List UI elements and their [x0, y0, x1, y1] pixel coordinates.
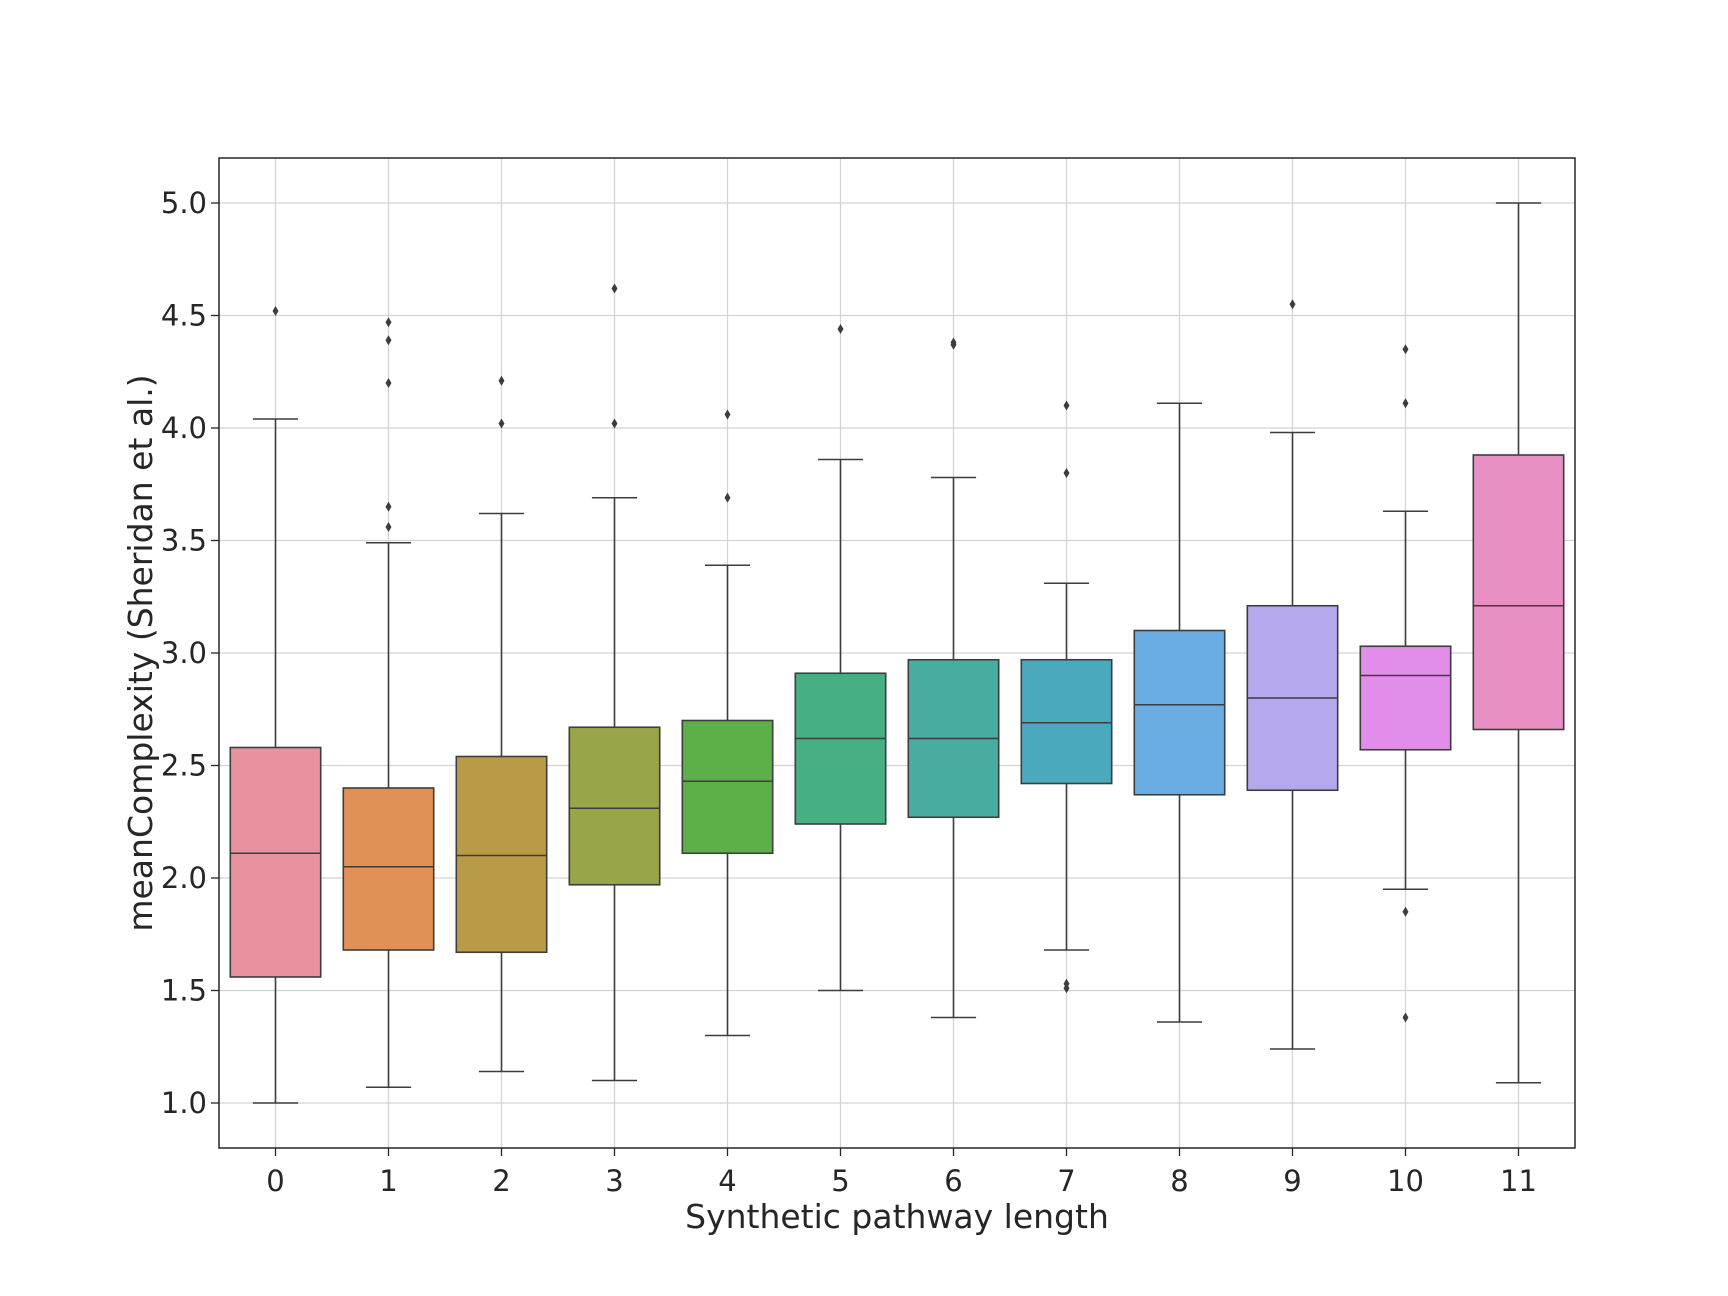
y-tick-label: 4.0	[161, 411, 207, 445]
x-tick-label: 3	[605, 1164, 623, 1198]
box-group-8	[1133, 402, 1226, 1023]
outlier-point	[1063, 468, 1070, 478]
y-tick-label: 2.0	[161, 861, 207, 895]
outlier-point	[498, 418, 505, 429]
box-iqr	[681, 719, 774, 855]
box-iqr	[1133, 629, 1226, 796]
box-group-6	[907, 337, 1000, 1019]
outlier-point	[385, 501, 392, 512]
x-tick-label: 9	[1283, 1164, 1301, 1198]
outlier-point	[1289, 299, 1296, 310]
outlier-point	[1402, 344, 1409, 355]
outlier-point	[950, 337, 957, 348]
box-group-2	[455, 375, 548, 1073]
y-axis-label: meanComplexity (Sheridan et al.)	[121, 374, 160, 931]
box-iqr	[455, 755, 548, 954]
box-iqr	[229, 746, 322, 978]
outlier-point	[611, 418, 618, 429]
box-group-4	[681, 409, 774, 1037]
x-tick-label: 7	[1057, 1164, 1075, 1198]
y-tick-label: 1.5	[161, 974, 207, 1008]
box-iqr	[1359, 645, 1452, 751]
axis-ticks: 1.0 1.5 2.0 2.5 3.0 3.5 4.0 4.5 5.0 0 1 2 3 4 5 6 7 8 9 10 1…	[161, 186, 1537, 1198]
outlier-point	[724, 409, 731, 420]
x-tick-label: 1	[379, 1164, 397, 1198]
x-tick-label: 5	[831, 1164, 849, 1198]
box-group-7	[1020, 400, 1113, 994]
outlier-point	[498, 375, 505, 386]
box-iqr	[342, 787, 435, 951]
outlier-point	[1063, 978, 1070, 989]
outlier-point	[1063, 400, 1070, 411]
outlier-point	[1402, 1012, 1409, 1023]
box-iqr	[1472, 454, 1565, 731]
box-group-9	[1246, 299, 1339, 1050]
y-tick-label: 3.5	[161, 524, 207, 558]
box-group-1	[342, 317, 435, 1089]
box-group-5	[794, 324, 887, 992]
box-group-3	[568, 283, 661, 1082]
x-tick-label: 4	[718, 1164, 736, 1198]
outlier-point	[1402, 398, 1409, 409]
x-tick-label: 2	[492, 1164, 510, 1198]
x-axis-label: Synthetic pathway length	[685, 1197, 1109, 1236]
box-iqr	[794, 672, 887, 825]
outlier-point	[385, 335, 392, 346]
x-tick-label: 0	[266, 1164, 284, 1198]
boxes	[229, 202, 1565, 1104]
outlier-point	[385, 378, 392, 388]
outlier-point	[1402, 906, 1409, 917]
box-group-10	[1359, 344, 1452, 1023]
box-iqr	[1020, 658, 1113, 785]
y-tick-label: 2.5	[161, 749, 207, 783]
x-tick-label: 11	[1500, 1164, 1537, 1198]
box-iqr	[568, 726, 661, 886]
outlier-point	[385, 317, 392, 328]
outlier-point	[724, 492, 731, 503]
outlier-point	[837, 324, 844, 334]
box-group-0	[229, 306, 322, 1104]
outlier-point	[611, 283, 618, 294]
y-tick-label: 1.0	[161, 1086, 207, 1120]
y-tick-label: 4.5	[161, 299, 207, 333]
x-tick-label: 10	[1387, 1164, 1424, 1198]
y-tick-label: 5.0	[161, 186, 207, 220]
outlier-point	[385, 522, 392, 532]
y-tick-label: 3.0	[161, 636, 207, 670]
outlier-point	[272, 306, 279, 316]
box-group-11	[1472, 202, 1565, 1084]
x-tick-label: 6	[944, 1164, 962, 1198]
x-tick-label: 8	[1170, 1164, 1188, 1198]
